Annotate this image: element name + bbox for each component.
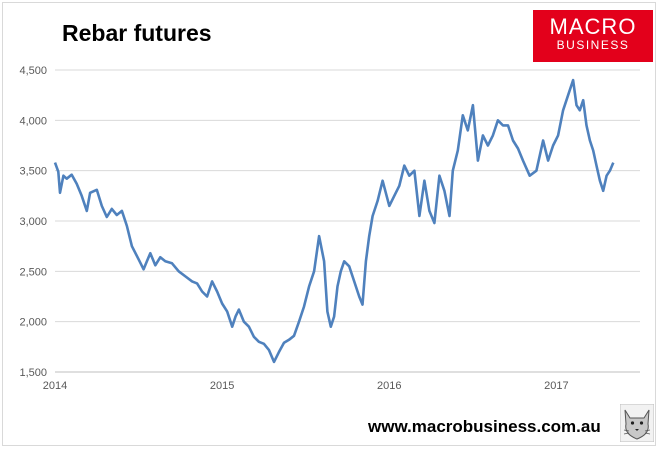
y-tick-label: 4,000: [19, 115, 47, 127]
y-tick-label: 3,500: [19, 166, 47, 178]
lynx-logo-icon: [620, 404, 654, 442]
x-tick-label: 2016: [377, 380, 401, 392]
series-line-rebar: [53, 78, 615, 364]
x-tick-label: 2017: [544, 380, 568, 392]
logo-line-1: MACRO: [549, 14, 637, 39]
y-tick-label: 2,000: [19, 317, 47, 329]
macrobusiness-logo: MACRO BUSINESS: [533, 10, 653, 62]
gridlines: [55, 69, 640, 373]
y-tick-label: 2,500: [19, 266, 47, 278]
x-axis-tick-labels: 2014 2015 2016 2017: [43, 380, 569, 392]
chart-title: Rebar futures: [62, 20, 212, 46]
logo-line-2: BUSINESS: [556, 38, 630, 52]
x-tick-label: 2015: [210, 380, 234, 392]
y-tick-label: 4,500: [19, 65, 47, 77]
y-axis-tick-labels: 1,500 2,000 2,500 3,000 3,500 4,000 4,500: [19, 65, 47, 379]
y-tick-label: 3,000: [19, 216, 47, 228]
website-url: www.macrobusiness.com.au: [368, 417, 601, 436]
x-tick-label: 2014: [43, 380, 67, 392]
y-tick-label: 1,500: [19, 367, 47, 379]
